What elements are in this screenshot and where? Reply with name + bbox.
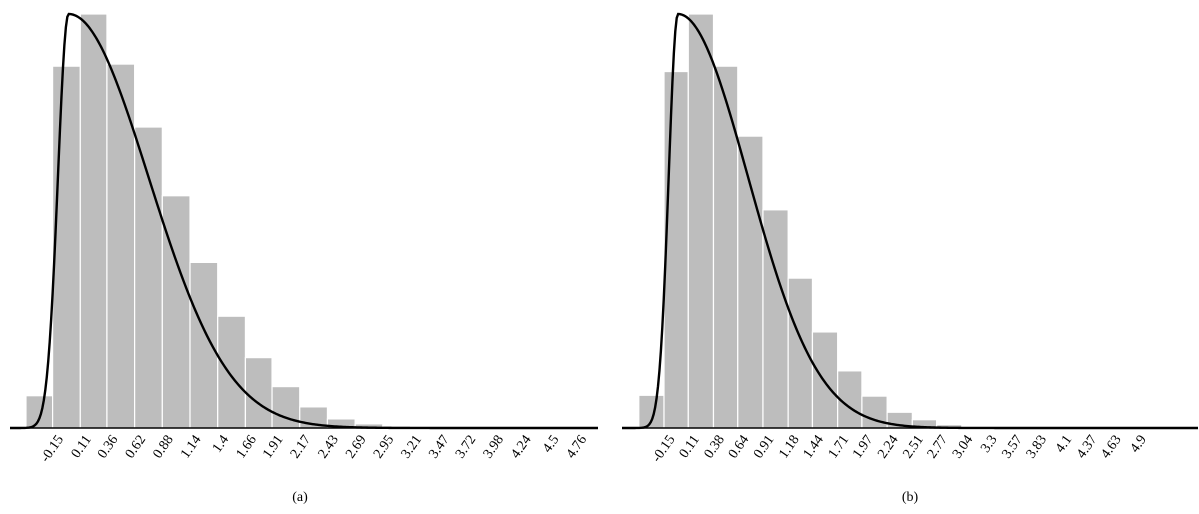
tick-label-b-2: 0.38 <box>702 433 728 462</box>
tick-label-b-0: -0.15 <box>649 433 678 465</box>
tick-label-b-4: 0.91 <box>751 433 777 462</box>
histogram-bar-b-4 <box>737 135 764 429</box>
tick-label-b-12: 3.04 <box>950 433 976 462</box>
tick-label-b-5: 1.18 <box>776 433 802 462</box>
caption-b: (b) <box>901 490 919 505</box>
histogram-bar-a-0 <box>25 395 54 429</box>
histogram-panel-a: -0.15 0.11 0.36 0.62 0.88 1.14 1.4 1.66 1.91 2.17… <box>10 12 598 505</box>
tick-label-a-8: 1.91 <box>260 433 286 462</box>
histogram-bar-a-8 <box>244 357 273 429</box>
histogram-bar-b-7 <box>811 331 839 429</box>
tick-label-b-7: 1.71 <box>826 433 852 462</box>
histogram-bar-a-3 <box>106 63 136 429</box>
tick-label-a-0: -0.15 <box>38 433 67 465</box>
histogram-bar-a-6 <box>189 261 219 429</box>
tick-label-b-19: 4.9 <box>1128 433 1150 456</box>
tick-label-a-17: 4.24 <box>508 433 534 462</box>
histogram-bar-a-4 <box>134 126 163 429</box>
tick-label-a-4: 0.88 <box>150 433 176 462</box>
histogram-chart-b: -0.150.110.380.640.911.181.441.711.972.2… <box>622 12 1198 465</box>
histogram-bar-b-2 <box>687 13 715 429</box>
tick-label-a-15: 3.72 <box>453 433 479 462</box>
histogram-bar-a-1 <box>52 65 81 429</box>
tick-label-b-14: 3.57 <box>999 433 1025 462</box>
histogram-bar-b-3 <box>712 65 739 429</box>
histogram-bar-b-8 <box>837 370 863 429</box>
tick-label-a-6: 1.4 <box>210 433 232 456</box>
tick-label-b-15: 3.83 <box>1024 433 1050 462</box>
tick-label-b-13: 3.3 <box>978 433 1000 456</box>
tick-label-b-1: 0.11 <box>677 433 703 461</box>
tick-label-a-9: 2.17 <box>288 433 314 462</box>
tick-label-b-10: 2.51 <box>900 433 926 462</box>
tick-label-a-14: 3.47 <box>426 433 452 462</box>
tick-label-b-6: 1.44 <box>801 433 827 462</box>
tick-label-a-16: 3.98 <box>481 433 507 462</box>
tick-label-a-10: 2.43 <box>316 433 342 462</box>
tick-label-b-11: 2.77 <box>925 433 951 462</box>
tick-label-a-2: 0.36 <box>95 433 121 462</box>
tick-label-a-3: 0.62 <box>123 433 149 462</box>
tick-label-b-8: 1.97 <box>850 433 876 462</box>
histogram-bar-b-1 <box>663 70 689 429</box>
tick-label-b-9: 2.24 <box>875 433 901 462</box>
tick-label-a-5: 1.14 <box>178 433 204 462</box>
histogram-chart-a: -0.15 0.11 0.36 0.62 0.88 1.14 1.4 1.66 1.91 2.17… <box>10 12 598 465</box>
tick-label-a-11: 2.69 <box>343 433 369 462</box>
tick-label-b-17: 4.37 <box>1074 433 1100 462</box>
tick-label-a-7: 1.66 <box>234 433 260 462</box>
density-curve-b <box>622 12 1198 430</box>
tick-label-a-12: 2.95 <box>371 433 397 462</box>
tick-label-b-16: 4.1 <box>1053 433 1075 456</box>
tick-label-a-1: 0.11 <box>69 433 95 461</box>
histogram-bar-a-7 <box>217 315 247 429</box>
histogram-panel-b: -0.15 0.11 0.38 0.64 0.91 1.18 1.44 1.71 1.97 2.2… <box>600 0 1199 514</box>
tick-label-b-3: 0.64 <box>726 433 752 462</box>
caption-a: (a) <box>292 490 308 505</box>
tick-label-a-18: 4.5 <box>540 433 562 456</box>
histogram-bar-b-6 <box>787 277 814 429</box>
tick-label-b-18: 4.63 <box>1098 433 1124 462</box>
tick-label-a-13: 3.21 <box>399 433 425 462</box>
tick-label-a-19: 4.76 <box>564 433 590 462</box>
histogram-bar-a-2 <box>79 13 108 429</box>
density-curve-a <box>10 12 598 430</box>
